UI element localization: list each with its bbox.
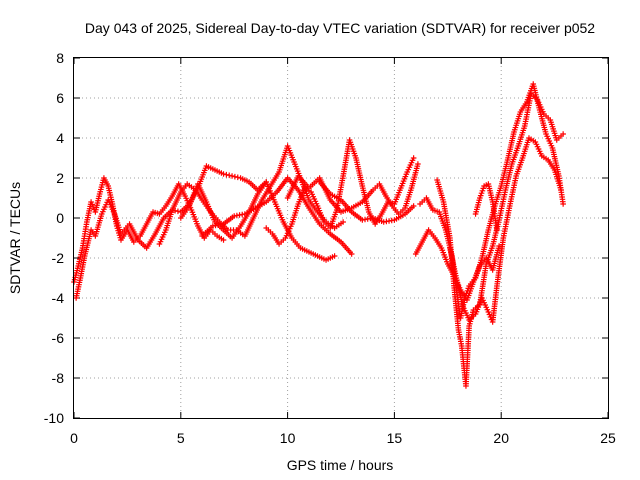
grid-lines bbox=[74, 58, 608, 418]
y-tick-label: 2 bbox=[56, 170, 64, 186]
y-tick-label: -10 bbox=[44, 410, 64, 426]
y-axis-ticks: -10 -8 -6 -4 -2 0 2 4 6 8 bbox=[44, 50, 608, 426]
series-marks bbox=[178, 179, 338, 263]
y-tick-label: -6 bbox=[52, 330, 65, 346]
x-axis-ticks: 0 5 10 15 20 25 bbox=[70, 58, 616, 446]
series-marks bbox=[434, 91, 566, 389]
plot-frame bbox=[73, 57, 609, 419]
series-track-2 bbox=[73, 163, 270, 301]
series-track-11 bbox=[434, 91, 566, 389]
series-marks bbox=[284, 161, 421, 217]
y-tick-label: 4 bbox=[56, 130, 64, 146]
series-marks bbox=[447, 135, 564, 325]
data-series bbox=[71, 81, 566, 389]
x-axis-label: GPS time / hours bbox=[287, 457, 394, 473]
series-track-13 bbox=[472, 181, 500, 233]
series-marks bbox=[316, 179, 417, 225]
y-tick-label: -8 bbox=[52, 370, 65, 386]
y-tick-label: 8 bbox=[56, 50, 64, 66]
series-track-4 bbox=[178, 179, 338, 263]
x-tick-label: 20 bbox=[493, 430, 509, 446]
chart-title: Day 043 of 2025, Sidereal Day-to-day VTE… bbox=[85, 20, 595, 36]
series-track-7 bbox=[284, 161, 421, 217]
series-marks bbox=[73, 163, 270, 301]
x-tick-label: 0 bbox=[70, 430, 78, 446]
x-tick-label: 10 bbox=[280, 430, 296, 446]
series-marks bbox=[472, 181, 500, 233]
series-track-12 bbox=[447, 135, 564, 325]
x-tick-label: 5 bbox=[177, 430, 185, 446]
y-tick-label: 0 bbox=[56, 210, 64, 226]
y-axis-label: SDTVAR / TECUs bbox=[7, 182, 23, 294]
y-tick-label: 6 bbox=[56, 90, 64, 106]
y-tick-label: -2 bbox=[52, 250, 65, 266]
x-tick-label: 15 bbox=[387, 430, 403, 446]
x-tick-label: 25 bbox=[600, 430, 616, 446]
y-tick-label: -4 bbox=[52, 290, 65, 306]
series-track-8 bbox=[316, 179, 417, 225]
